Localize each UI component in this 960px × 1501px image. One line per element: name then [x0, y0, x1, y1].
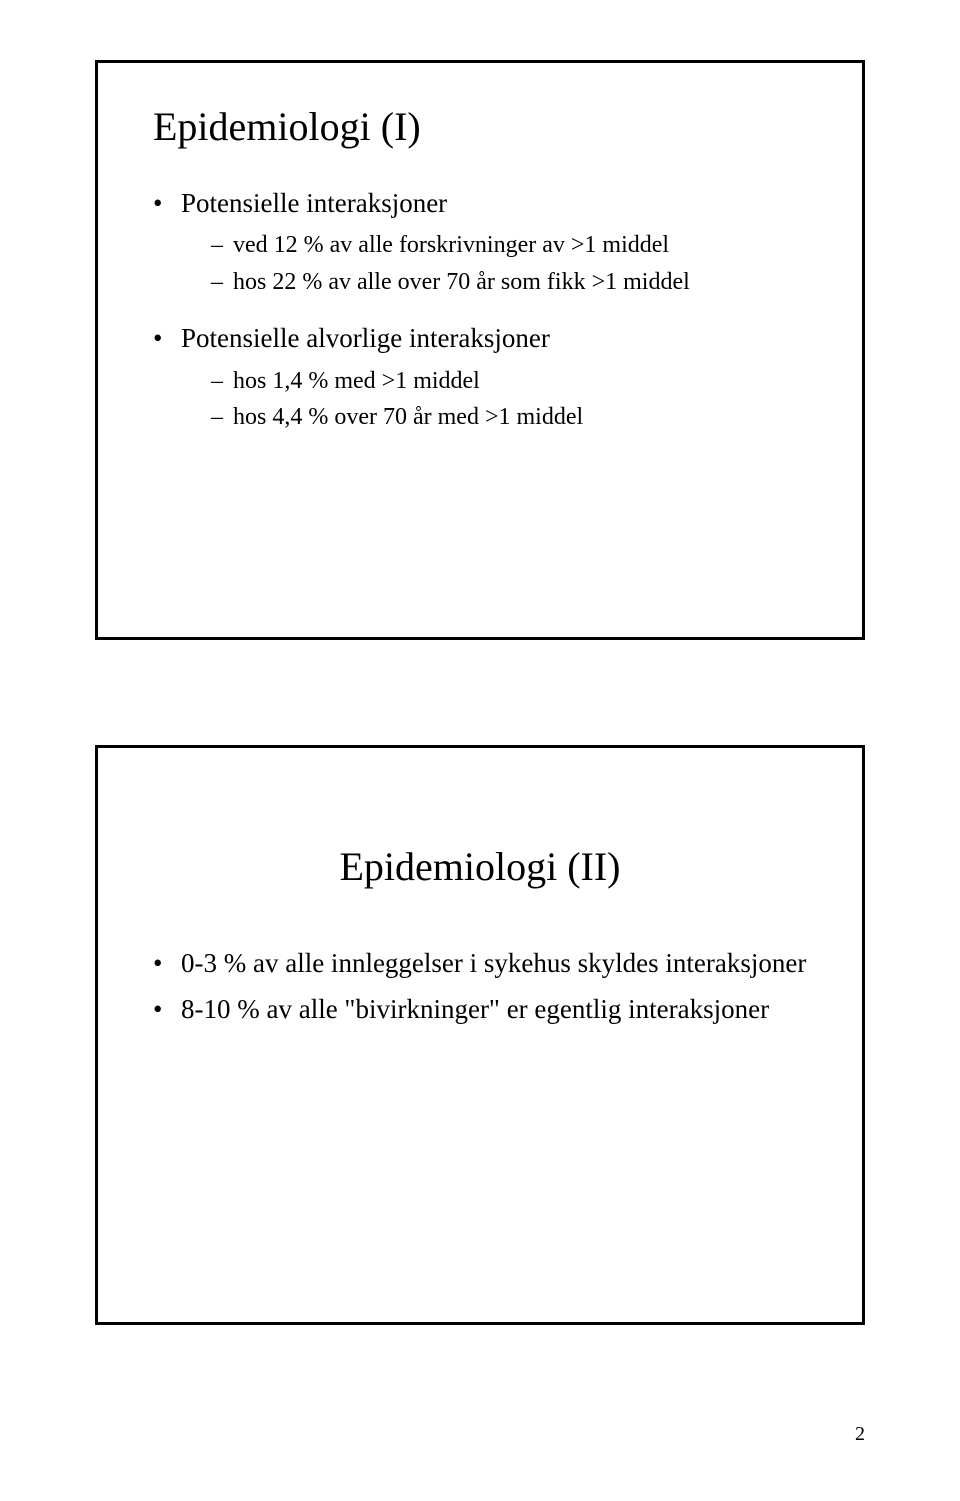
sub-bullet-text: ved 12 % av alle forskrivninger av >1 mi… [233, 232, 669, 258]
list-item: hos 22 % av alle over 70 år som fikk >1 … [211, 266, 807, 298]
bullet-text: 0-3 % av alle innleggelser i sykehus sky… [181, 948, 806, 978]
list-item: hos 1,4 % med >1 middel [211, 365, 807, 397]
bullet-text: Potensielle interaksjoner [181, 188, 447, 218]
bullet-text: 8-10 % av alle "bivirkninger" er egentli… [181, 994, 769, 1024]
list-item: 0-3 % av alle innleggelser i sykehus sky… [153, 945, 807, 981]
sub-bullets: ved 12 % av alle forskrivninger av >1 mi… [181, 229, 807, 298]
sub-bullet-text: hos 1,4 % med >1 middel [233, 368, 480, 394]
slide-1-bullets: Potensielle interaksjoner ved 12 % av al… [153, 185, 807, 433]
list-item: Potensielle interaksjoner ved 12 % av al… [153, 185, 807, 298]
sub-bullet-text: hos 4,4 % over 70 år med >1 middel [233, 404, 583, 430]
slide-1-title: Epidemiologi (I) [153, 103, 807, 150]
list-item: ved 12 % av alle forskrivninger av >1 mi… [211, 229, 807, 261]
bullet-text: Potensielle alvorlige interaksjoner [181, 323, 550, 353]
page-container: Epidemiologi (I) Potensielle interaksjon… [0, 0, 960, 1501]
slide-1: Epidemiologi (I) Potensielle interaksjon… [95, 60, 865, 640]
sub-bullet-text: hos 22 % av alle over 70 år som fikk >1 … [233, 269, 690, 295]
list-item: Potensielle alvorlige interaksjoner hos … [153, 320, 807, 433]
slide-2: Epidemiologi (II) 0-3 % av alle innlegge… [95, 745, 865, 1325]
slide-2-title: Epidemiologi (II) [153, 843, 807, 890]
list-item: 8-10 % av alle "bivirkninger" er egentli… [153, 991, 807, 1027]
page-number: 2 [855, 1423, 865, 1446]
sub-bullets: hos 1,4 % med >1 middel hos 4,4 % over 7… [181, 365, 807, 434]
slide-2-bullets: 0-3 % av alle innleggelser i sykehus sky… [153, 945, 807, 1028]
list-item: hos 4,4 % over 70 år med >1 middel [211, 401, 807, 433]
